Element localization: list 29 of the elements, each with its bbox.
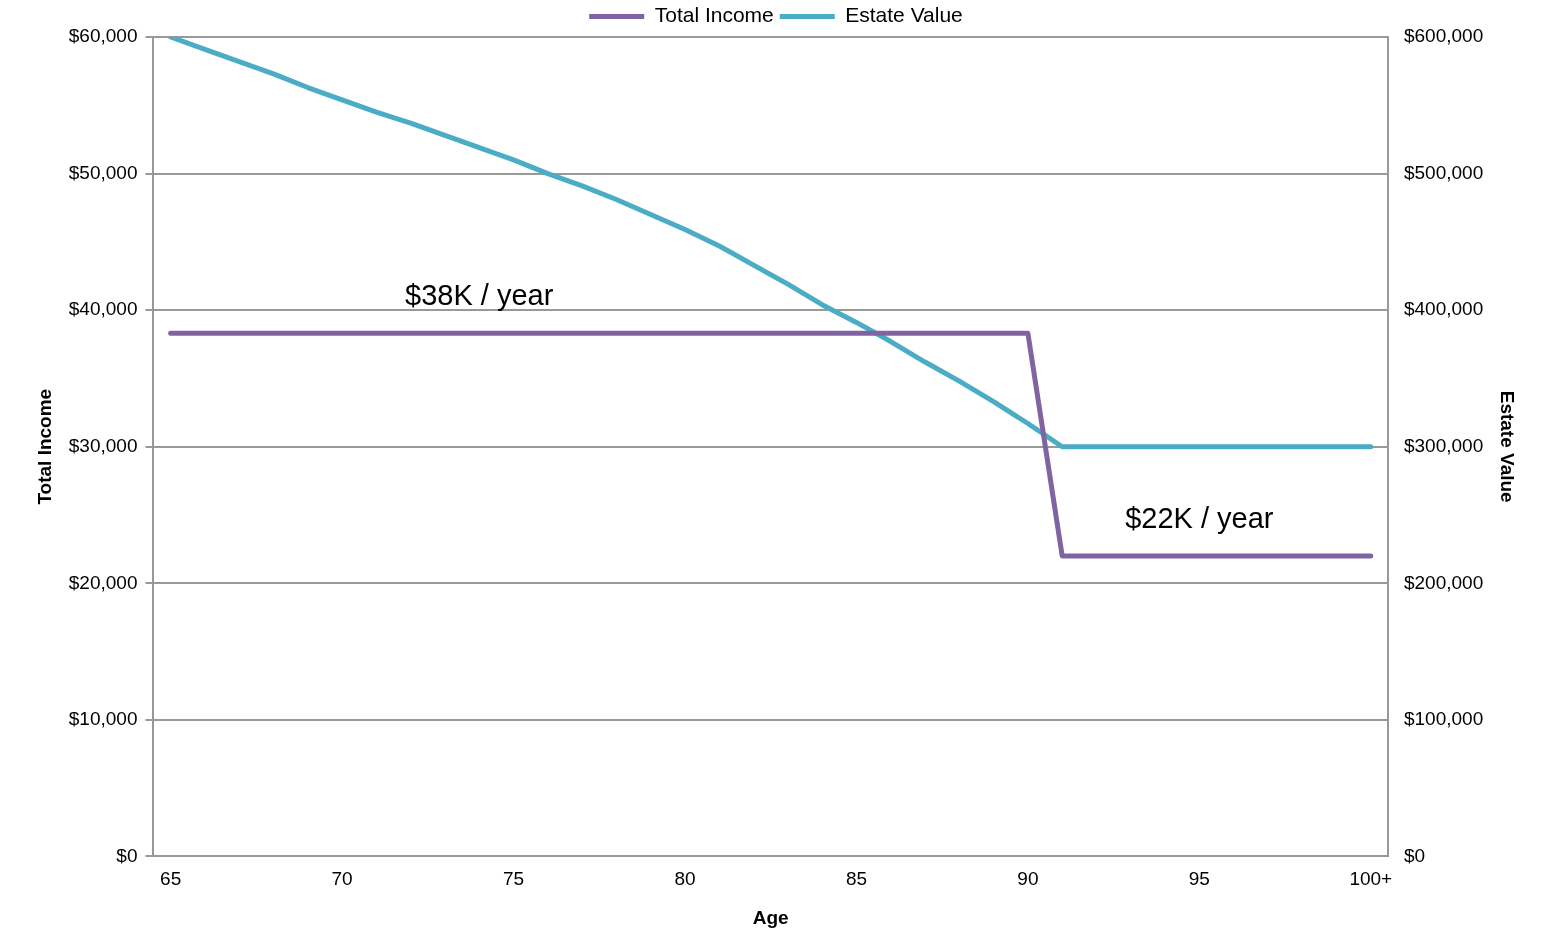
- y-tick-label: $30,000: [68, 434, 138, 456]
- y-tick-label: $50,000: [68, 161, 138, 183]
- x-tick-label: 100+: [1349, 868, 1393, 890]
- y2-tick-label: $300,000: [1403, 434, 1484, 456]
- y2-axis-title: Estate Value: [1497, 390, 1519, 503]
- x-axis-title: Age: [752, 906, 789, 928]
- y2-tick-label: $0: [1403, 844, 1426, 866]
- y2-tick-label: $500,000: [1403, 161, 1484, 183]
- x-tick-label: 80: [674, 868, 696, 890]
- y2-tick-label: $400,000: [1403, 298, 1484, 320]
- annotation: $22K / year: [1125, 501, 1274, 534]
- x-tick-label: 70: [331, 868, 353, 890]
- y2-tick-label: $200,000: [1403, 571, 1484, 593]
- x-tick-label: 95: [1188, 868, 1210, 890]
- legend-label: Total Income: [654, 3, 774, 27]
- legend-label: Estate Value: [845, 3, 963, 27]
- y-tick-label: $10,000: [68, 708, 138, 730]
- x-tick-label: 75: [502, 868, 525, 890]
- y2-tick-label: $600,000: [1403, 25, 1484, 47]
- x-tick-label: 65: [160, 868, 182, 890]
- x-tick-label: 90: [1017, 868, 1039, 890]
- y-tick-label: $20,000: [68, 571, 138, 593]
- y-tick-label: $40,000: [68, 298, 138, 320]
- annotation: $38K / year: [405, 279, 554, 312]
- x-tick-label: 85: [845, 868, 868, 890]
- y2-tick-label: $100,000: [1403, 708, 1484, 730]
- y-tick-label: $0: [116, 844, 138, 866]
- y-tick-label: $60,000: [68, 25, 138, 47]
- y-axis-title: Total Income: [33, 388, 55, 505]
